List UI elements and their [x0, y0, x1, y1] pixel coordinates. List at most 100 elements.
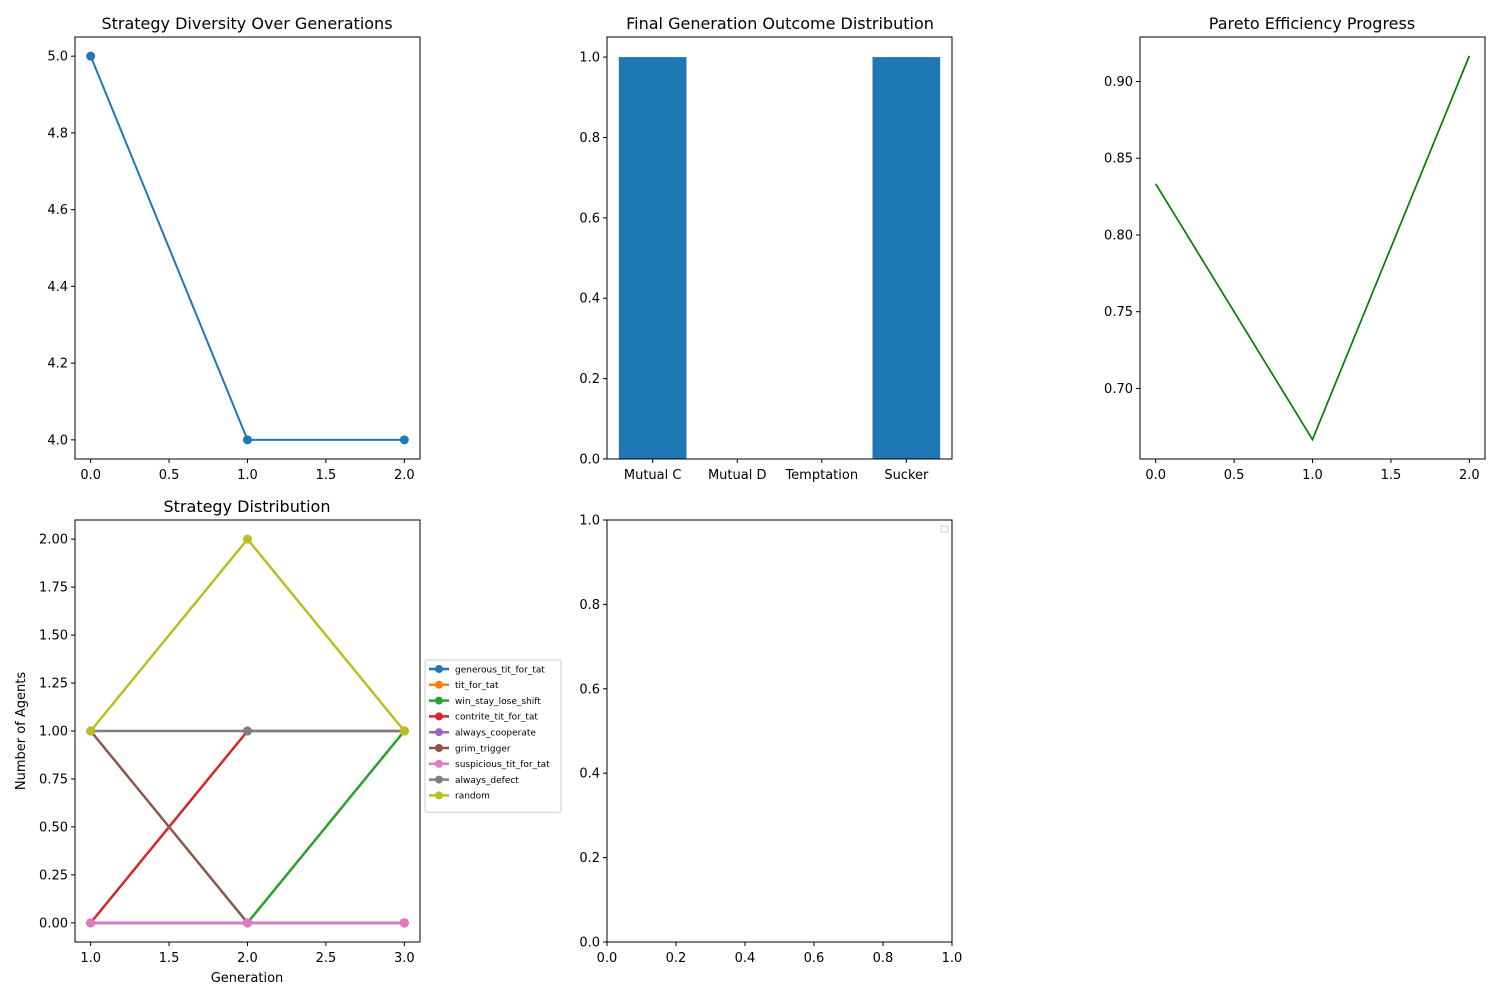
chart-title: Pareto Efficiency Progress [1209, 14, 1415, 33]
legend-label: tit_for_tat [455, 681, 499, 691]
axes-frame [74, 36, 421, 460]
data-point [86, 51, 96, 61]
diversity-chart: Strategy Diversity Over Generations 4.0 4… [47, 14, 421, 483]
data-point [86, 918, 96, 928]
axes-frame [74, 519, 421, 943]
x-tick-label: Mutual D [708, 468, 767, 483]
bar [618, 57, 687, 459]
legend-label: generous_tit_for_tat [455, 665, 545, 675]
y-tick-label: 0.6 [579, 682, 600, 697]
x-tick-label: 0.0 [1145, 468, 1166, 483]
y-tick-label: 0.6 [579, 211, 600, 226]
y-tick-label: 0.4 [579, 292, 600, 307]
strategy-distribution-chart: Strategy Distribution Generation Number … [14, 497, 562, 986]
y-axis-label: Number of Agents [14, 672, 29, 790]
x-tick-label: 0.5 [1224, 468, 1245, 483]
legend-frame [424, 659, 562, 813]
y-tick-label: 0.8 [579, 598, 600, 613]
outcome-chart: Final Generation Outcome Distribution 0.… [579, 14, 953, 483]
data-point [399, 918, 409, 928]
empty-legend-box [940, 525, 949, 533]
y-tick-label: 1.00 [39, 725, 68, 740]
legend: generous_tit_for_tat tit_for_tat win_stay_… [424, 659, 562, 813]
legend-label: always_defect [455, 776, 519, 786]
x-tick-label: 2.0 [394, 468, 415, 483]
empty-chart: 0.0 0.2 0.4 0.6 0.8 1.0 0.0 0.2 0.4 0.6 0.8 1.0 [579, 514, 962, 967]
x-tick-label: Mutual C [624, 468, 682, 483]
y-tick-label: 0.75 [1104, 305, 1133, 320]
y-tick-label: 4.0 [47, 433, 68, 448]
y-tick-label: 0.2 [579, 851, 600, 866]
legend-label: always_cooperate [455, 729, 536, 739]
y-tick-label: 1.75 [39, 581, 68, 596]
chart-title: Final Generation Outcome Distribution [626, 14, 934, 33]
x-tick-label: 0.2 [666, 951, 687, 966]
y-tick-label: 0.70 [1104, 382, 1133, 397]
x-tick-label: 2.0 [237, 951, 258, 966]
x-axis-label: Generation [211, 971, 284, 986]
chart-title: Strategy Diversity Over Generations [101, 14, 392, 33]
axes-frame [606, 36, 953, 460]
legend-swatch-marker [435, 791, 443, 800]
y-tick-label: 0.50 [39, 820, 68, 835]
y-tick-label: 0.25 [39, 868, 68, 883]
y-tick-label: 0.0 [579, 936, 600, 951]
y-tick-label: 4.4 [47, 280, 68, 295]
legend-swatch-marker [435, 759, 443, 768]
legend-label: suspicious_tit_for_tat [455, 760, 550, 770]
x-tick-label: 0.0 [80, 468, 101, 483]
x-tick-label: Sucker [884, 468, 929, 483]
legend-swatch-marker [435, 744, 443, 752]
legend-swatch-marker [435, 665, 443, 673]
y-tick-label: 2.00 [39, 533, 68, 548]
x-tick-label: 1.0 [80, 951, 101, 966]
x-tick-label: 1.5 [316, 468, 337, 483]
x-tick-label: 2.5 [316, 951, 337, 966]
legend-label: contrite_tit_for_tat [455, 713, 538, 723]
y-tick-label: 4.6 [47, 203, 68, 218]
legend-swatch-marker [435, 712, 443, 721]
y-tick-label: 4.8 [47, 126, 68, 141]
y-tick-label: 0.00 [39, 916, 68, 931]
legend-swatch-marker [435, 775, 443, 784]
data-point [243, 435, 252, 445]
data-point [86, 726, 96, 736]
x-tick-label: 0.4 [735, 951, 756, 966]
y-tick-label: 0.80 [1104, 228, 1133, 243]
y-tick-label: 4.2 [47, 357, 68, 372]
y-tick-label: 1.50 [39, 629, 68, 644]
y-tick-label: 1.25 [39, 677, 68, 692]
y-tick-label: 1.0 [579, 514, 600, 529]
y-tick-label: 0.75 [39, 772, 68, 787]
x-tick-label: 2.0 [1459, 468, 1480, 483]
legend-label: win_stay_lose_shift [455, 697, 541, 707]
legend-swatch-marker [435, 680, 443, 689]
x-tick-label: 1.5 [1381, 468, 1402, 483]
y-tick-label: 0.4 [579, 767, 600, 782]
data-point [243, 534, 252, 544]
x-tick-label: 3.0 [394, 951, 415, 966]
axes-frame [606, 519, 953, 943]
legend-label: random [455, 792, 490, 802]
bar [872, 57, 941, 459]
x-tick-label: Temptation [784, 468, 858, 483]
data-point [399, 435, 409, 445]
data-point [243, 726, 252, 736]
x-tick-label: 1.0 [1302, 468, 1323, 483]
legend-swatch-marker [435, 696, 443, 705]
x-tick-label: 1.0 [237, 468, 258, 483]
data-point [243, 918, 252, 928]
x-tick-label: 1.5 [159, 951, 180, 966]
x-tick-label: 0.5 [159, 468, 180, 483]
legend-swatch-marker [435, 728, 443, 737]
x-tick-label: 0.6 [804, 951, 825, 966]
x-tick-label: 0.8 [873, 951, 894, 966]
y-tick-label: 0.0 [579, 453, 600, 468]
series-line [1154, 55, 1471, 442]
legend-label: grim_trigger [455, 744, 511, 754]
y-tick-label: 1.0 [579, 51, 600, 66]
data-point [399, 726, 409, 736]
y-tick-label: 0.8 [579, 131, 600, 146]
